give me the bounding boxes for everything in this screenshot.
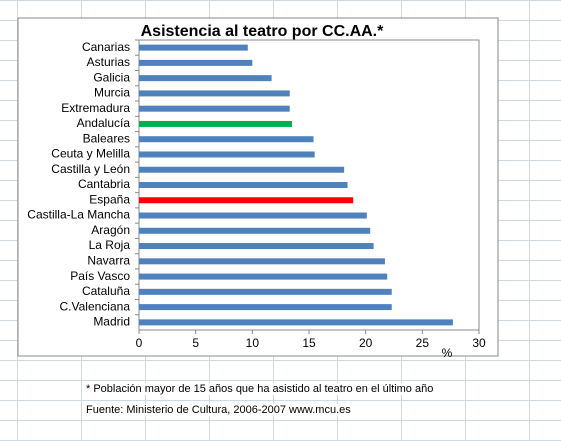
y-tick-label: Canarias: [82, 40, 130, 54]
y-tick-label: España: [89, 192, 130, 206]
y-tick-label: Castilla y León: [51, 162, 130, 176]
bar: [139, 44, 248, 51]
y-tick-label: País Vasco: [70, 269, 130, 283]
y-tick-label: Andalucía: [77, 116, 131, 130]
bar: [139, 212, 367, 219]
bar: [139, 197, 354, 204]
bar: [139, 273, 388, 280]
bar: [139, 227, 371, 234]
y-tick-label: Galicia: [93, 70, 130, 84]
bar: [139, 319, 453, 326]
bar: [139, 166, 345, 173]
x-axis-label: %: [442, 346, 453, 360]
y-tick-label: Asturias: [87, 55, 130, 69]
y-tick-label: Baleares: [83, 131, 130, 145]
bar: [139, 243, 374, 250]
y-tick-label: Navarra: [87, 253, 130, 267]
bar: [139, 105, 290, 112]
x-tick-label: 0: [136, 336, 143, 350]
y-tick-label: Murcia: [94, 86, 130, 100]
y-tick-label: Cantabria: [78, 177, 130, 191]
bar: [139, 151, 315, 158]
y-tick-label: Cataluña: [82, 284, 130, 298]
x-tick-label: 15: [302, 336, 316, 350]
x-tick-label: 5: [192, 336, 199, 350]
bar: [139, 288, 392, 295]
y-tick-label: Ceuta y Melilla: [51, 147, 130, 161]
bar: [139, 304, 392, 311]
bar: [139, 120, 292, 127]
x-tick-label: 20: [359, 336, 373, 350]
bar: [139, 90, 290, 97]
bar: [139, 136, 314, 143]
bar: [139, 75, 272, 82]
y-tick-label: C.Valenciana: [60, 299, 131, 313]
x-tick-label: 30: [472, 336, 486, 350]
bar: [139, 59, 253, 66]
source: Fuente: Ministerio de Cultura, 2006-2007…: [84, 404, 353, 416]
y-tick-label: Aragón: [91, 223, 130, 237]
x-tick-label: 10: [246, 336, 260, 350]
footnote: * Población mayor de 15 años que ha asis…: [84, 383, 436, 395]
y-tick-label: Castilla-La Mancha: [27, 208, 130, 222]
y-tick-label: Madrid: [93, 315, 130, 329]
chart-title: Asistencia al teatro por CC.AA.*: [141, 23, 385, 40]
bar: [139, 258, 385, 265]
y-tick-label: Extremadura: [61, 101, 130, 115]
bar: [139, 182, 348, 188]
y-tick-label: La Roja: [89, 238, 131, 252]
x-tick-label: 25: [416, 336, 430, 350]
